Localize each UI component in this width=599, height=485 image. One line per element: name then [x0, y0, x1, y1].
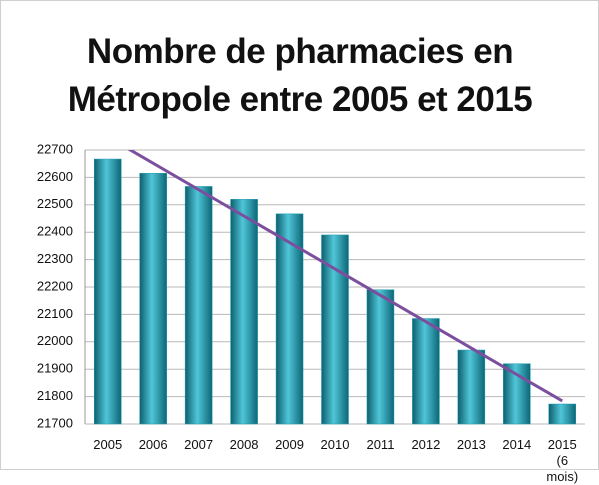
bar [366, 289, 395, 425]
bar [457, 349, 486, 425]
x-tick-label: 2009 [275, 437, 304, 452]
bar [139, 173, 167, 425]
y-tick-label: 21700 [37, 415, 73, 430]
bar [548, 403, 577, 425]
y-tick-label: 22100 [37, 306, 73, 321]
chart-title: Nombre de pharmacies en Métropole entre … [67, 32, 533, 119]
x-tick-label: 2015 (6 mois) [546, 437, 579, 484]
x-tick-label: 2010 [320, 437, 350, 452]
bar [321, 234, 349, 425]
x-tick-label: 2012 [411, 437, 441, 452]
bar [230, 199, 258, 425]
x-tick-label: 2014 [502, 437, 532, 452]
y-tick-label: 21800 [37, 388, 73, 403]
bar [503, 363, 531, 425]
y-tick-label: 22700 [37, 141, 73, 156]
bar [184, 186, 213, 425]
y-tick-label: 22400 [37, 224, 73, 239]
y-tick-label: 22300 [37, 251, 73, 266]
bar [412, 318, 440, 425]
x-tick-label: 2006 [138, 437, 168, 452]
x-tick-label: 2005 [93, 437, 123, 452]
x-tick-label: 2013 [456, 437, 486, 452]
chart: 21700 21800 21900 22000 22100 22200 22300 22400… [37, 141, 585, 430]
x-tick-label: 2007 [184, 437, 214, 452]
bar [275, 213, 304, 425]
y-tick-label: 22500 [37, 196, 73, 211]
bar [93, 158, 122, 425]
x-tick-label: 2008 [229, 437, 259, 452]
y-tick-label: 21900 [37, 361, 73, 376]
y-tick-label: 22200 [37, 278, 73, 293]
y-tick-label: 22600 [37, 169, 73, 184]
x-tick-label: 2011 [366, 437, 395, 452]
trend-line [127, 150, 564, 403]
y-tick-label: 22000 [37, 333, 73, 348]
